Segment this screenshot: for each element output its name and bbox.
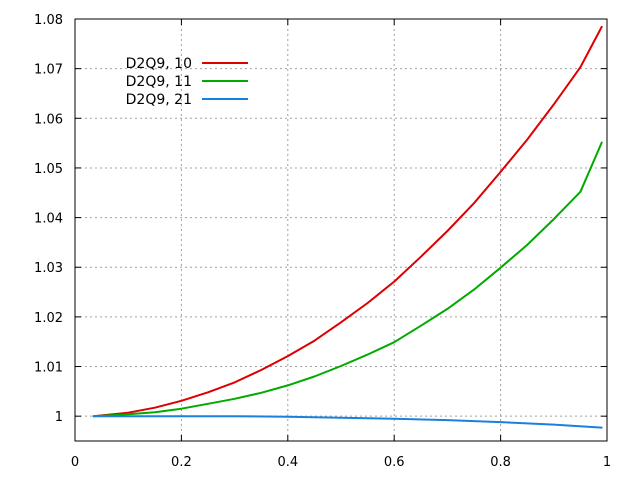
tick-labels: 0 0.2 0.4 0.6 0.8 1 1 1.01 1.02 1.03 1.04 1.05 1.06 1… [34, 13, 611, 470]
series-line-3 [92, 415, 603, 429]
x-tick-label: 1 [603, 455, 611, 470]
y-tick-label: 1.07 [34, 63, 63, 78]
series-lines [92, 25, 603, 429]
y-tick-label: 1.05 [34, 162, 63, 177]
y-tick-label: 1.03 [34, 261, 63, 276]
plot-frame [74, 18, 608, 442]
x-tick-label: 0.8 [490, 455, 511, 470]
x-tick-label: 0 [71, 455, 79, 470]
y-tick-label: 1.02 [34, 311, 63, 326]
series-line-2 [92, 141, 603, 418]
legend-label: D2Q9, 21 [126, 92, 192, 108]
x-tick-label: 0.2 [171, 455, 192, 470]
y-tick-label: 1.08 [34, 13, 63, 28]
x-tick-label: 0.6 [384, 455, 405, 470]
y-tick-label: 1.06 [34, 112, 63, 127]
y-tick-label: 1.04 [34, 212, 63, 227]
legend-label: D2Q9, 11 [126, 74, 192, 90]
x-tick-label: 0.4 [277, 455, 298, 470]
legend-label: D2Q9, 10 [126, 56, 192, 72]
series-line-1 [92, 25, 603, 418]
y-tick-label: 1 [55, 410, 63, 425]
axis-ticks [74, 18, 608, 441]
y-tick-label: 1.01 [34, 361, 63, 376]
legend: D2Q9, 10 D2Q9, 11 D2Q9, 21 [126, 56, 248, 108]
